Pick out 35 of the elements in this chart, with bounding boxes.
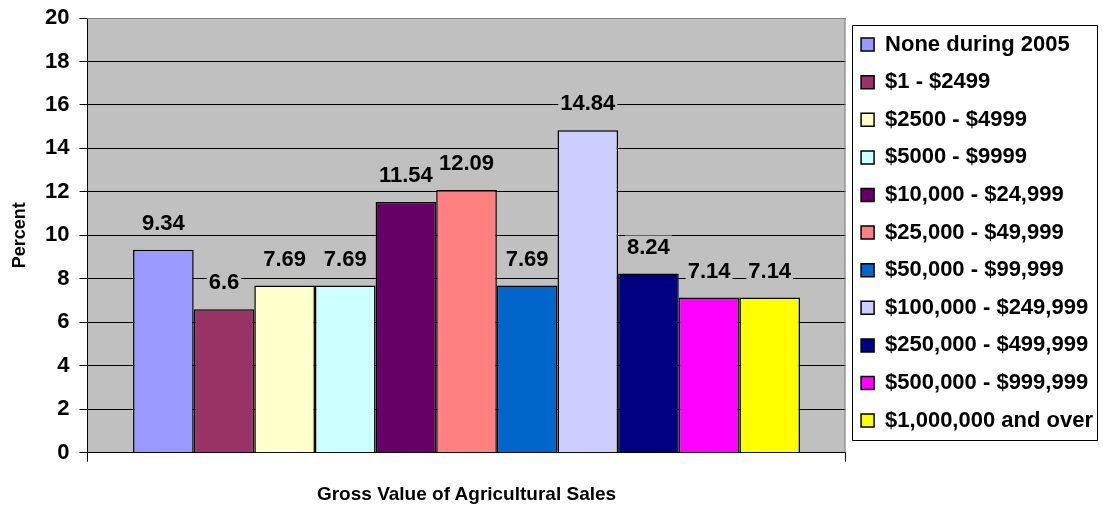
data-label: 7.14 [748,257,792,283]
y-tick-label: 12 [45,177,70,203]
data-label: 12.09 [439,149,495,175]
data-label: 11.54 [378,161,434,187]
y-tick-label: 16 [45,91,70,116]
data-label: 9.34 [141,209,186,235]
legend-label: $500,000 - $999,999 [885,369,1089,395]
data-label: 7.14 [687,257,732,283]
data-label: 7.69 [263,245,307,271]
data-label: 14.84 [560,90,617,116]
y-tick-label: 6 [57,308,70,334]
y-tick-label: 18 [45,47,70,73]
y-tick-label: 20 [45,4,70,30]
data-label: 7.69 [505,245,549,271]
y-tick-label: 0 [57,438,70,464]
legend-label: $2500 - $4999 [885,105,1027,131]
legend-label: $1 - $2499 [885,68,991,94]
y-tick-label: 8 [57,264,70,290]
legend-label: $50,000 - $99,999 [885,256,1064,282]
legend-label: $5000 - $9999 [885,143,1027,169]
legend-label: $100,000 - $249,999 [885,293,1089,319]
legend-label: $1,000,000 and over [885,406,1094,432]
legend-label: $10,000 - $24,999 [885,181,1064,207]
data-label: 6.6 [208,269,240,295]
data-label: 7.69 [323,245,367,271]
legend-label: None during 2005 [885,30,1070,56]
y-tick-label: 2 [57,395,70,421]
y-axis-title: Percent [8,202,29,269]
legend-label: $25,000 - $49,999 [885,218,1064,244]
x-axis-title: Gross Value of Agricultural Sales [316,483,617,505]
legend-label: $250,000 - $499,999 [885,331,1089,357]
data-label: 8.24 [627,233,671,259]
y-tick-label: 10 [45,221,70,247]
y-tick-label: 14 [45,134,71,160]
y-tick-label: 4 [57,351,71,377]
